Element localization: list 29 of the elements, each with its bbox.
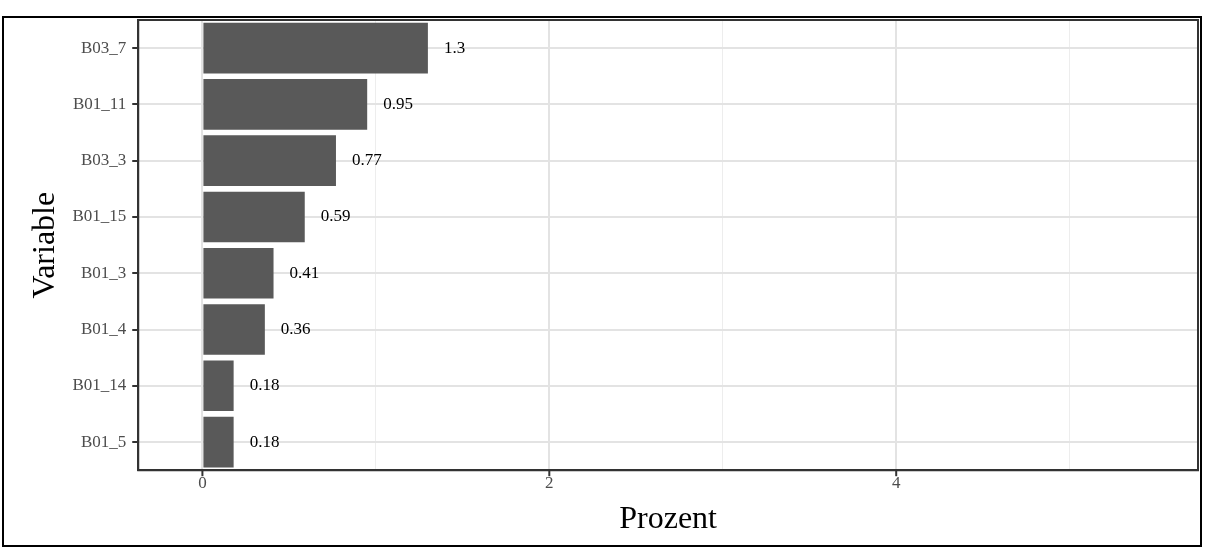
- data-label: 1.3: [443, 37, 466, 57]
- x-tick-label: 4: [891, 472, 901, 492]
- bar: [203, 191, 305, 243]
- y-tick-label: B01_4: [80, 318, 127, 338]
- y-tick-label: B03_3: [80, 150, 127, 170]
- data-label: 0.41: [289, 262, 320, 282]
- bar: [203, 22, 428, 74]
- data-label: 0.95: [383, 93, 413, 113]
- data-label: 0.59: [320, 206, 351, 226]
- y-tick-label: B01_15: [72, 206, 127, 226]
- y-axis-title: Variable: [24, 191, 61, 299]
- bar: [203, 304, 265, 355]
- x-axis-title: Prozent: [619, 499, 718, 536]
- y-tick-label: B01_5: [80, 431, 127, 451]
- bar: [203, 135, 336, 187]
- y-tick-label: B01_11: [73, 93, 127, 113]
- bar: [203, 79, 368, 130]
- data-label: 0.77: [351, 150, 383, 170]
- y-tick-label: B03_7: [80, 37, 127, 57]
- y-tick-label: B01_14: [72, 375, 127, 395]
- data-label: 0.36: [280, 318, 311, 338]
- x-tick-label: 0: [198, 472, 207, 492]
- x-tick-label: 2: [545, 472, 554, 492]
- data-label: 0.18: [249, 375, 280, 395]
- data-label: 0.18: [249, 431, 280, 451]
- bar: [203, 416, 234, 468]
- bar: [203, 360, 234, 412]
- y-tick-label: B01_3: [80, 262, 127, 282]
- bar: [203, 247, 274, 299]
